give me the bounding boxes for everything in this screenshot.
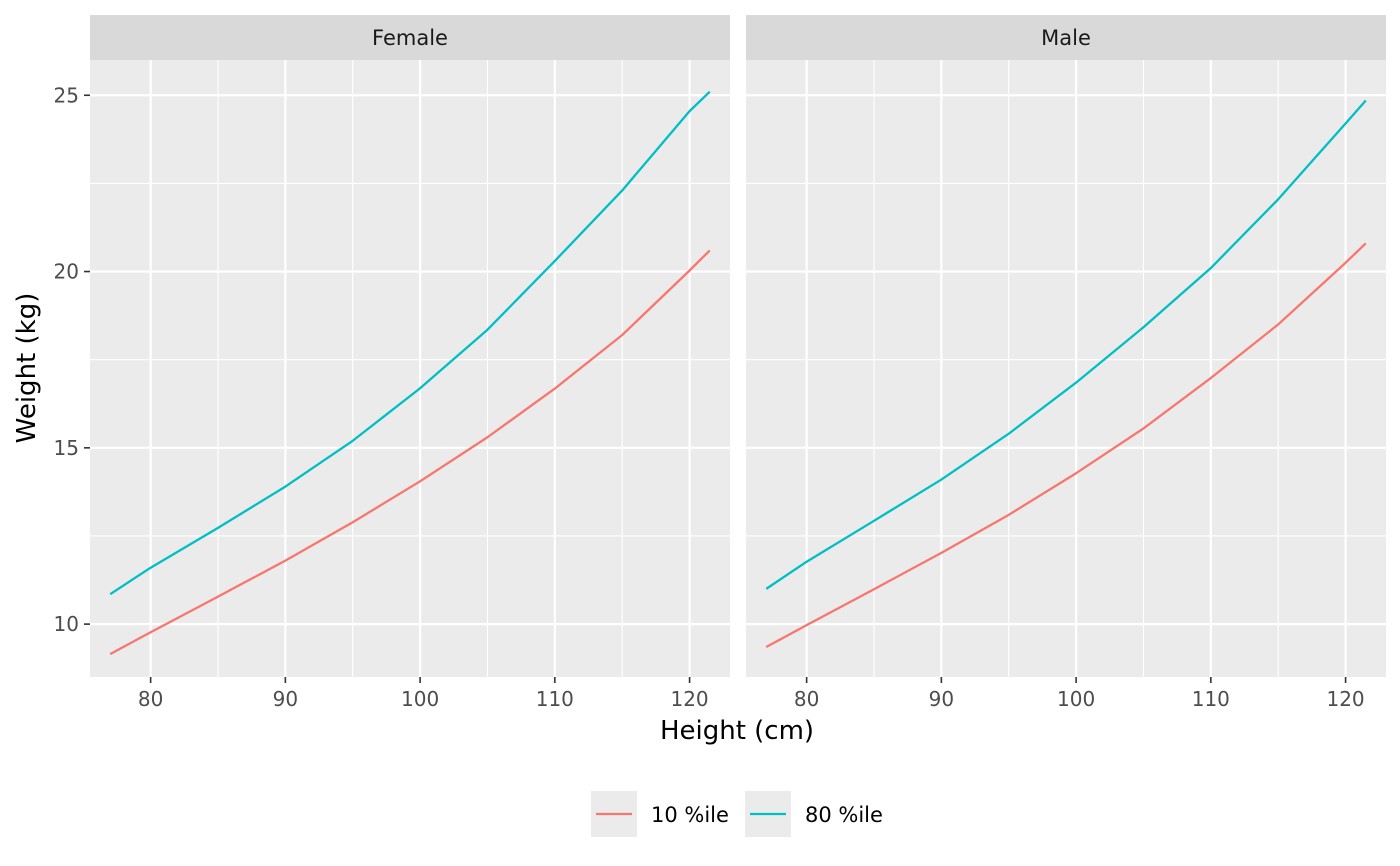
facet-panel-female: Female 80 90 100 110 120	[90, 15, 730, 711]
x-tick-label: 80	[794, 687, 819, 711]
x-tick-label: 120	[1326, 687, 1364, 711]
x-tick-label: 90	[929, 687, 954, 711]
series-line-80-ile	[765, 99, 1367, 590]
legend-label: 80 %ile	[805, 803, 883, 827]
x-tick-label: 110	[536, 687, 574, 711]
series-line-10-ile	[765, 242, 1367, 649]
x-tick-label: 80	[138, 687, 163, 711]
series-line-10-ile	[109, 249, 711, 656]
plot-panel-background	[90, 60, 730, 677]
facet-strip	[90, 15, 730, 60]
facet-strip-label: Female	[372, 26, 448, 50]
facet-strip-label: Male	[1041, 26, 1091, 50]
y-tick-label: 20	[54, 260, 79, 284]
y-axis: 10 15 20 25	[54, 83, 90, 636]
legend: 10 %ile 80 %ile	[591, 791, 883, 837]
plot-panel-background	[746, 60, 1386, 677]
facet-panels: Female 80 90 100 110 120 Male 80 90 100 110 120	[90, 15, 1386, 711]
series-line-80-ile	[109, 90, 711, 596]
x-tick-label: 100	[1057, 687, 1095, 711]
legend-label: 10 %ile	[651, 803, 729, 827]
facet-strip	[746, 15, 1386, 60]
y-tick-label: 15	[54, 436, 79, 460]
x-axis-title: Height (cm)	[660, 716, 814, 746]
y-tick-label: 10	[54, 612, 79, 636]
legend-item: 10 %ile	[591, 791, 729, 837]
legend-item: 80 %ile	[745, 791, 883, 837]
x-tick-label: 100	[401, 687, 439, 711]
facet-panel-male: Male 80 90 100 110 120	[746, 15, 1386, 711]
y-axis-title: Weight (kg)	[12, 293, 42, 444]
x-tick-label: 110	[1192, 687, 1230, 711]
x-tick-label: 120	[670, 687, 708, 711]
y-tick-label: 25	[54, 83, 79, 107]
x-tick-label: 90	[273, 687, 298, 711]
